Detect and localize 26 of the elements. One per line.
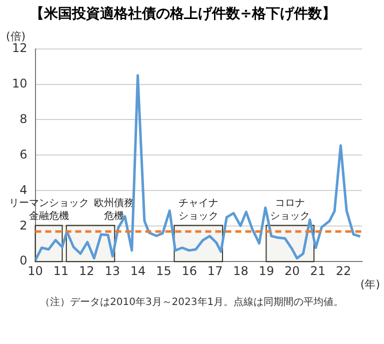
- y-tick-label: 6: [20, 147, 28, 162]
- x-tick-label: 17: [207, 264, 223, 278]
- x-axis-title: (年): [360, 278, 380, 291]
- y-tick-label: 10: [12, 76, 28, 90]
- y-tick-label: 4: [20, 182, 28, 197]
- y-tick-label: 8: [20, 112, 28, 126]
- y-tick-label: 12: [12, 40, 28, 55]
- x-tick-label: 14: [130, 264, 146, 278]
- chart-title: 【米国投資適格社債の格上げ件数÷格下げ件数】: [30, 5, 336, 22]
- x-tick-label: 12: [79, 264, 94, 278]
- x-tick-label: 21: [310, 264, 326, 278]
- x-tick-label: 22: [336, 264, 352, 278]
- band-label: 欧州債務危機: [94, 197, 134, 222]
- y-tick-label: 2: [20, 218, 28, 232]
- band-label: コロナショック: [270, 198, 310, 222]
- x-tick-label: 15: [156, 264, 172, 278]
- x-tick-label: 20: [284, 264, 300, 278]
- text: （注）データは2010年3月～2023年1月。点線は同期間の平均値。: [40, 296, 344, 310]
- x-tick-label: 11: [53, 264, 69, 278]
- band-label: チャイナショック: [178, 198, 218, 222]
- x-tick-label: 19: [258, 264, 274, 278]
- x-tick-label: 18: [233, 264, 248, 278]
- y-axis-title: (倍): [6, 30, 26, 44]
- x-tick-label: 13: [104, 264, 120, 278]
- x-tick-label: 16: [182, 264, 198, 278]
- y-tick-label: 0: [20, 254, 28, 268]
